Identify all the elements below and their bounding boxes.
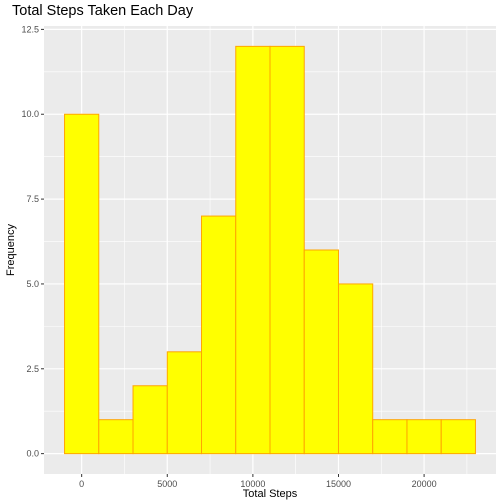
y-tick-label: 10.0 — [21, 109, 39, 119]
histogram-bar — [269, 45, 305, 455]
histogram-bar — [64, 113, 100, 455]
axis-ticks — [41, 28, 425, 477]
y-axis-title: Frequency — [5, 224, 17, 276]
x-tick-label: 10000 — [240, 479, 265, 489]
y-tick-label: 7.5 — [26, 194, 39, 204]
x-axis-tick-labels: 0 5000 10000 15000 20000 — [79, 479, 436, 489]
chart-title: Total Steps Taken Each Day — [12, 3, 194, 19]
y-tick-label: 0.0 — [26, 449, 39, 459]
histogram-bar — [235, 45, 271, 455]
y-tick-label: 12.5 — [21, 24, 39, 34]
histogram-bars — [64, 45, 476, 455]
histogram-bar — [303, 249, 339, 455]
histogram-bar — [440, 419, 476, 455]
histogram-bar — [132, 385, 168, 455]
histogram-bar — [406, 419, 442, 455]
x-tick-label: 20000 — [412, 479, 437, 489]
x-tick-label: 5000 — [157, 479, 177, 489]
histogram-bar — [372, 419, 408, 455]
x-axis-title: Total Steps — [243, 488, 298, 500]
histogram-bar — [98, 419, 134, 455]
y-tick-label: 2.5 — [26, 364, 39, 374]
x-tick-label: 15000 — [326, 479, 351, 489]
y-axis-tick-labels: 0.0 2.5 5.0 7.5 10.0 12.5 — [21, 24, 39, 458]
histogram-bar — [201, 215, 237, 455]
histogram-bar — [166, 351, 203, 455]
x-tick-label: 0 — [79, 479, 84, 489]
y-tick-label: 5.0 — [26, 279, 39, 289]
histogram-bar — [337, 283, 374, 455]
